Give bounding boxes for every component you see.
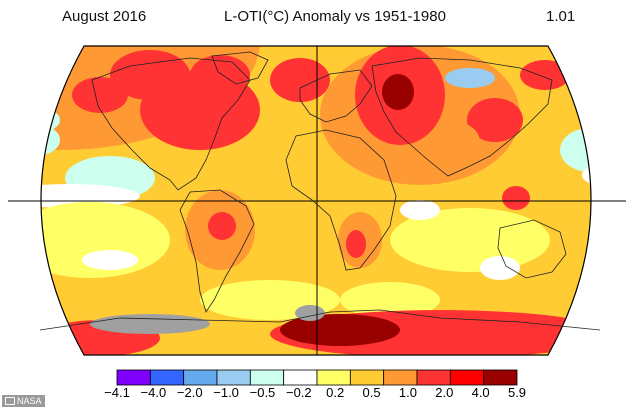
legend-tick-label: 0.5 (362, 385, 381, 400)
anomaly-region-no_data (90, 314, 210, 334)
legend-swatch (383, 369, 418, 386)
credit-label: NASA (17, 396, 42, 406)
legend-tick-label: 4.0 (471, 385, 490, 400)
legend-swatch (116, 369, 151, 386)
anomaly-region-no_data (295, 305, 325, 321)
south-america-coast (179, 189, 255, 313)
anomaly-region-hot (208, 212, 236, 240)
africa-coast (285, 129, 397, 271)
image-credit: NASA (2, 395, 45, 407)
anomaly-region-hot (502, 186, 530, 210)
anomaly-region-hot (467, 98, 523, 142)
legend-swatch (216, 369, 251, 386)
anomaly-region-cool (560, 128, 591, 172)
anomaly-region-mild (390, 208, 550, 272)
anomaly-region-cool (41, 108, 60, 132)
camera-icon (5, 397, 15, 405)
anomaly-region-cold (445, 68, 495, 88)
anomaly-region-extreme (280, 314, 400, 346)
map-title: L-OTI(°C) Anomaly vs 1951-1980 (224, 8, 446, 25)
anomaly-region-neutral (400, 200, 440, 220)
global-mean-anomaly: 1.01 (546, 8, 576, 25)
anomaly-region-extreme (382, 74, 414, 110)
anomaly-region-hot (110, 50, 190, 100)
legend-swatch (283, 369, 318, 386)
anomaly-regions (41, 46, 591, 355)
legend-swatch (416, 369, 451, 386)
legend-swatch (183, 369, 218, 386)
legend-tick-label: −0.2 (285, 385, 312, 400)
legend-tick-label: −2.0 (176, 385, 203, 400)
antarctica-coast (39, 309, 601, 331)
legend-swatch (349, 369, 385, 386)
greenland-coast (211, 51, 269, 85)
legend-tick-label: −1.0 (213, 385, 239, 400)
asia-coast (371, 57, 553, 177)
anomaly-region-hot (520, 60, 570, 90)
legend-tick-label: 5.9 (507, 385, 527, 400)
anomaly-region-neutral (82, 250, 138, 270)
anomaly-region-neutral (41, 184, 140, 208)
color-legend (116, 369, 518, 386)
coastlines (39, 51, 601, 331)
anomaly-region-hot (270, 58, 330, 102)
legend-tick-label: −0.5 (249, 385, 276, 400)
legend-swatch (483, 369, 518, 386)
anomaly-region-neutral (480, 256, 520, 280)
anomaly-region-warm (430, 122, 480, 162)
globe-outline (40, 45, 592, 356)
legend-tick-label: −4.1 (104, 385, 130, 400)
legend-swatch (249, 369, 285, 386)
temperature-anomaly-map (8, 45, 626, 356)
legend-tick-label: 0.2 (326, 385, 345, 400)
map-date-label: August 2016 (62, 8, 147, 25)
legend-tick-label: −4.0 (140, 385, 167, 400)
europe-coast (299, 69, 373, 123)
legend-tick-label: 1.0 (398, 385, 417, 400)
anomaly-region-hot (346, 230, 366, 258)
anomaly-region-mild (340, 282, 440, 318)
australia-coast (497, 219, 567, 279)
anomaly-region-hot (72, 77, 128, 113)
legend-swatch (316, 369, 351, 386)
legend-swatches (116, 369, 518, 386)
legend-swatch (149, 369, 185, 386)
legend-swatch (449, 369, 485, 386)
anomaly-region-neutral (582, 165, 591, 185)
north-america-coast (91, 57, 251, 191)
legend-tick-label: 2.0 (435, 385, 454, 400)
